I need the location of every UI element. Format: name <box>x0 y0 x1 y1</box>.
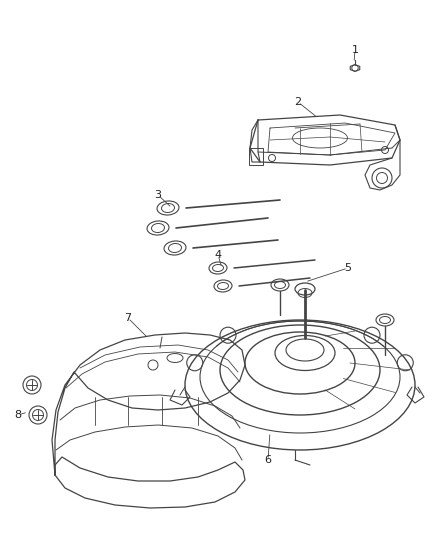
Text: 5: 5 <box>345 263 352 273</box>
Text: 8: 8 <box>14 410 21 420</box>
Text: 1: 1 <box>352 45 358 55</box>
Text: 6: 6 <box>265 455 272 465</box>
Text: 7: 7 <box>124 313 131 323</box>
Text: 3: 3 <box>155 190 162 200</box>
Text: 4: 4 <box>215 250 222 260</box>
Text: 2: 2 <box>294 97 301 107</box>
